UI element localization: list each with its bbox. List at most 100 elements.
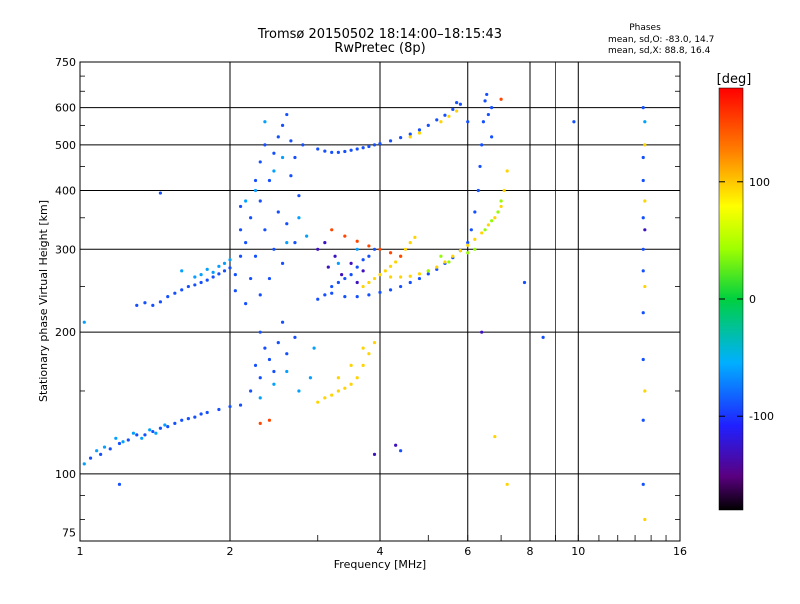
data-point (372, 341, 377, 345)
data-point (158, 300, 163, 304)
data-point (233, 273, 237, 277)
x-tick-label: 6 (464, 545, 471, 558)
data-point (285, 112, 289, 117)
data-point (244, 240, 248, 245)
data-point (258, 160, 262, 164)
stats-line-o: mean, sd,O: -83.0, 14.7 (608, 35, 714, 45)
data-point (297, 216, 301, 220)
data-point (466, 243, 470, 247)
data-point (253, 363, 258, 367)
data-point (297, 389, 301, 393)
data-point (493, 216, 497, 220)
data-point (439, 254, 443, 258)
data-point (486, 112, 490, 117)
data-point (330, 150, 334, 154)
data-point (205, 410, 209, 415)
data-point (253, 178, 258, 183)
data-point (272, 247, 276, 251)
data-point (399, 275, 403, 279)
data-point (121, 440, 125, 444)
data-point (361, 146, 365, 150)
grid-lines (80, 62, 680, 541)
data-point (480, 143, 484, 147)
data-point (355, 239, 359, 243)
data-point (417, 128, 422, 132)
data-point (238, 204, 243, 209)
data-point (361, 346, 365, 350)
data-point (126, 438, 130, 442)
data-point (280, 123, 285, 127)
data-point (408, 132, 412, 136)
data-point (280, 261, 285, 265)
data-point (330, 284, 334, 289)
data-point (211, 275, 215, 279)
data-point (323, 293, 327, 297)
data-point (367, 144, 371, 149)
data-point (355, 280, 359, 285)
data-point (451, 107, 455, 111)
y-tick-label: 600 (55, 102, 76, 115)
colorbar-tick-label: -100 (749, 410, 774, 423)
data-point (330, 228, 334, 232)
data-point (285, 352, 289, 356)
data-point (143, 301, 147, 305)
data-point (193, 283, 197, 287)
data-point (343, 234, 347, 238)
data-point (258, 330, 262, 334)
data-point (355, 247, 359, 251)
data-point (643, 199, 647, 203)
data-point (151, 303, 155, 307)
data-point (490, 106, 494, 110)
data-point (361, 258, 365, 262)
data-point (258, 293, 262, 297)
data-point (378, 142, 382, 146)
data-point (180, 418, 184, 422)
data-point (193, 275, 197, 279)
data-point (102, 445, 107, 449)
data-point (249, 389, 253, 393)
data-point (451, 254, 455, 258)
data-point (148, 428, 152, 432)
data-point (372, 452, 377, 456)
data-point (473, 247, 477, 251)
data-point (276, 210, 280, 214)
data-point (316, 247, 320, 251)
data-point (388, 288, 393, 292)
data-point (490, 135, 494, 139)
data-point (480, 330, 484, 334)
data-point (378, 247, 382, 251)
data-point (643, 389, 647, 393)
data-point (361, 363, 365, 367)
data-point (349, 363, 353, 367)
x-tick-label: 1 (77, 545, 84, 558)
data-point (349, 273, 353, 277)
data-point (641, 311, 645, 315)
axis-ticks: 1 2 4 6 8 10 16 75 100 200 300 400 500 600 750 (55, 56, 687, 558)
x-tick-label: 16 (673, 545, 687, 558)
data-point (343, 295, 347, 299)
data-point (205, 278, 209, 282)
data-point (82, 462, 86, 466)
data-point (258, 421, 262, 425)
data-point (326, 265, 330, 269)
colorbar-tick-label: 100 (749, 176, 770, 189)
data-point (88, 456, 93, 460)
data-point (378, 290, 382, 294)
data-point (367, 244, 371, 248)
data-point (572, 120, 576, 124)
data-point (323, 396, 327, 400)
chart-title: Tromsø 20150502 18:14:00–18:15:43 (257, 27, 502, 42)
data-point (131, 431, 136, 435)
colorbar-label: [deg] (717, 72, 752, 87)
data-point (417, 131, 422, 135)
data-point (285, 222, 289, 226)
data-point (316, 147, 320, 151)
data-point (253, 188, 258, 193)
data-point (466, 251, 470, 255)
x-tick-label: 8 (527, 545, 534, 558)
data-point (641, 178, 645, 183)
data-point (280, 155, 285, 160)
data-point (272, 369, 276, 374)
data-point (263, 228, 267, 232)
